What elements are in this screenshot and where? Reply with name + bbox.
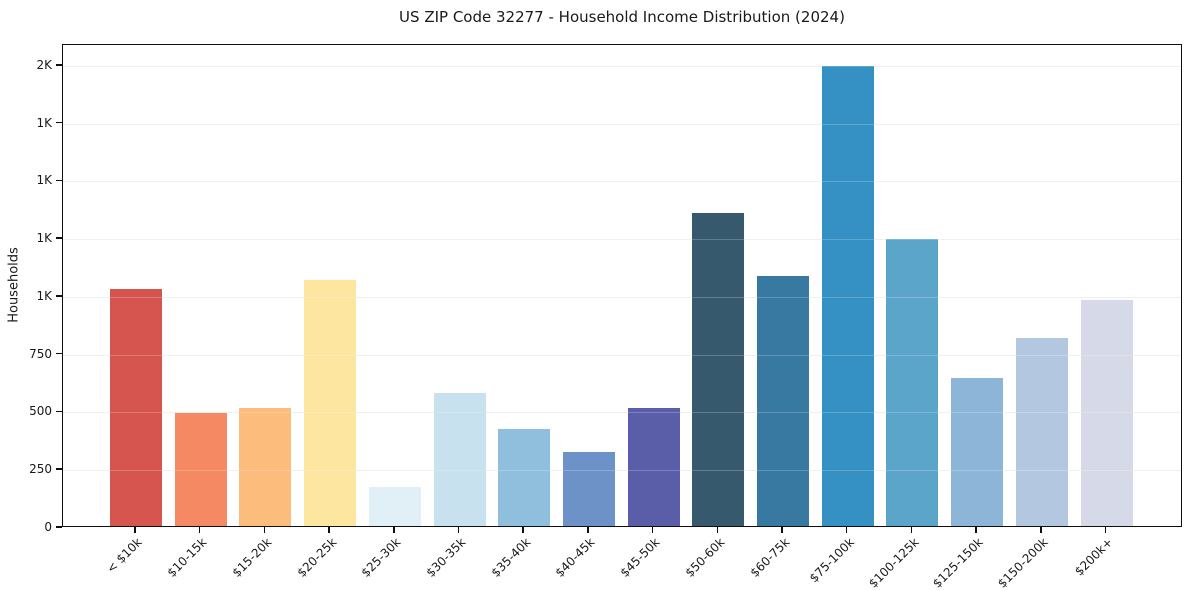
- x-tick-mark: [134, 527, 136, 533]
- bar-$150-200k: [1015, 337, 1068, 526]
- x-tick-label-$45-50k: $45-50k: [617, 535, 663, 580]
- y-tick-label-500: 500: [29, 404, 52, 419]
- y-tick-label-2K: 2K: [36, 57, 52, 72]
- y-tick-label-750: 750: [29, 346, 52, 361]
- bar-$20-25k: [304, 279, 357, 526]
- bar-$35-40k: [498, 428, 551, 526]
- bar-$50-60k: [692, 212, 745, 526]
- x-tick-mark: [845, 527, 848, 533]
- bar-$100-125k: [886, 239, 939, 526]
- x-tick-label-$25-30k: $25-30k: [358, 535, 404, 580]
- gridline-250: [63, 470, 1181, 472]
- bar-< $10k: [110, 289, 162, 526]
- x-tick-mark: [587, 527, 589, 533]
- bar-$15-20k: [239, 408, 292, 526]
- plot-area: [62, 44, 1182, 527]
- x-tick-mark: [393, 527, 395, 533]
- x-tick-mark: [263, 527, 266, 533]
- bar-$30-35k: [433, 393, 486, 526]
- gridline-750: [63, 354, 1181, 356]
- x-tick-label-$50-60k: $50-60k: [682, 535, 728, 580]
- bar-$200k+: [1080, 299, 1133, 526]
- gridline-1500: [63, 181, 1181, 183]
- bar-$25-30k: [368, 486, 421, 526]
- gridlines-layer: [63, 45, 1181, 526]
- gridline-1250: [63, 239, 1181, 241]
- bar-$125-150k: [951, 378, 1004, 526]
- x-tick-mark: [1104, 527, 1107, 533]
- gridline-1000: [63, 296, 1181, 298]
- gridline-2000: [63, 65, 1181, 67]
- y-tick-label-250: 250: [29, 462, 52, 477]
- chart-title: US ZIP Code 32277 - Household Income Dis…: [399, 8, 845, 26]
- x-tick-label-$150-200k: $150-200k: [995, 535, 1051, 590]
- y-tick-mark: [56, 295, 62, 297]
- x-tick-mark: [716, 527, 719, 533]
- bar-$75-100k: [821, 66, 874, 526]
- x-tick-mark: [651, 527, 654, 533]
- x-tick-label-$10-15k: $10-15k: [164, 535, 210, 580]
- x-tick-mark: [781, 527, 783, 533]
- y-tick-label-0: 0: [44, 520, 52, 534]
- y-tick-label-1K: 1K: [36, 115, 52, 130]
- gridline-1250: [63, 239, 1181, 241]
- x-tick-label-$40-45k: $40-45k: [552, 535, 598, 580]
- x-tick-label-$75-100k: $75-100k: [806, 535, 857, 586]
- gridline-500: [63, 412, 1181, 414]
- gridline-2000: [63, 65, 1181, 67]
- gridline-1000: [63, 296, 1181, 298]
- y-tick-mark: [56, 468, 62, 470]
- y-tick-mark: [56, 64, 62, 66]
- gridlines-overlay-layer: [63, 45, 1181, 526]
- x-tick-mark: [198, 527, 201, 533]
- x-tick-label-$30-35k: $30-35k: [423, 535, 469, 580]
- bar-$60-75k: [757, 276, 809, 526]
- x-tick-label-$125-150k: $125-150k: [930, 535, 986, 590]
- x-tick-mark: [328, 527, 330, 533]
- x-tick-mark: [522, 527, 524, 533]
- bars-layer: [63, 45, 1181, 526]
- y-tick-mark: [56, 179, 62, 182]
- y-tick-label-1K: 1K: [36, 231, 52, 246]
- x-tick-label-$60-75k: $60-75k: [747, 535, 792, 580]
- gridline-750: [63, 354, 1181, 356]
- y-axis-label: Households: [6, 247, 22, 323]
- bar-$10-15k: [174, 412, 227, 526]
- x-tick-label-$15-20k: $15-20k: [229, 535, 275, 580]
- y-tick-mark: [56, 237, 62, 239]
- y-tick-mark: [56, 526, 62, 528]
- y-tick-mark: [56, 410, 62, 413]
- y-tick-label-1K: 1K: [36, 173, 52, 188]
- x-tick-mark: [910, 527, 913, 533]
- y-tick-mark: [56, 352, 62, 355]
- gridline-1750: [63, 123, 1181, 125]
- gridline-1750: [63, 123, 1181, 125]
- bar-$45-50k: [627, 408, 680, 526]
- x-tick-label-$100-125k: $100-125k: [865, 535, 922, 590]
- x-tick-mark: [1040, 527, 1042, 533]
- x-tick-label-$200k+: $200k+: [1071, 535, 1116, 579]
- bar-$40-45k: [562, 452, 615, 526]
- x-tick-label-< $10k: < $10k: [104, 535, 145, 576]
- gridline-250: [63, 470, 1181, 472]
- y-tick-label-1K: 1K: [36, 288, 52, 303]
- y-tick-mark: [56, 121, 62, 124]
- gridline-500: [63, 412, 1181, 414]
- x-tick-mark: [975, 527, 977, 533]
- x-tick-label-$20-25k: $20-25k: [294, 535, 339, 580]
- x-tick-label-$35-40k: $35-40k: [488, 535, 534, 580]
- x-tick-mark: [457, 527, 460, 533]
- gridline-1500: [63, 181, 1181, 183]
